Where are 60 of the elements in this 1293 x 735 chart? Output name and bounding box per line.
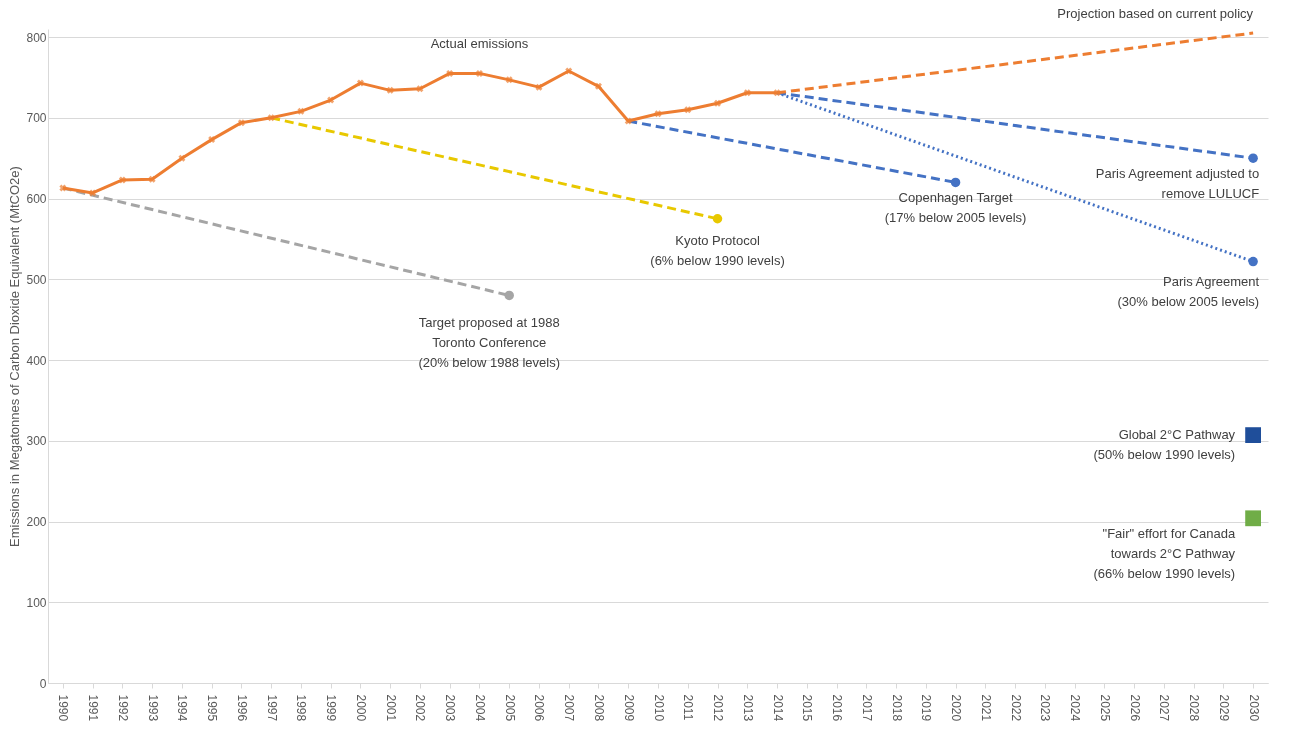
x-tick-label: 2002 [413, 694, 428, 722]
y-axis-title: Emissions in Megatonnes of Carbon Dioxide Equivalent (MtCO2e) [7, 166, 23, 547]
x-tick-label: 1999 [324, 694, 339, 722]
y-tick-label: 600 [26, 192, 47, 207]
x-tick-label: 2001 [383, 694, 398, 722]
x-tick-label: 2027 [1157, 694, 1172, 722]
x-tick-label: 2006 [532, 694, 547, 722]
x-tick-label: 2020 [949, 694, 964, 722]
annotation: Projection based on current policy [1057, 6, 1254, 22]
x-tick-label: 1997 [264, 694, 279, 722]
y-tick-label: 700 [26, 111, 47, 126]
x-tick-label: 1995 [205, 694, 220, 722]
x-tick-label: 2029 [1216, 694, 1231, 722]
x-tick-label: 1998 [294, 694, 309, 722]
y-tick-label: 400 [26, 353, 47, 368]
x-tick-label: 2026 [1127, 694, 1142, 722]
x-tick-label: 2028 [1187, 694, 1202, 722]
x-tick-label: 1992 [115, 694, 130, 722]
x-tick-label: 2016 [830, 694, 845, 722]
y-tick-label: 500 [26, 272, 47, 287]
x-tick-label: 2023 [1038, 694, 1053, 722]
x-tick-label: 2003 [443, 694, 458, 722]
x-tick-label: 2014 [770, 694, 785, 722]
x-tick-label: 2012 [711, 694, 726, 722]
x-tick-label: 2007 [562, 694, 577, 722]
x-tick-label: 1993 [145, 694, 160, 722]
annotation: Kyoto Protocol (6% below 1990 levels) [650, 232, 785, 268]
x-tick-label: 1991 [86, 694, 101, 722]
y-tick-label: 100 [26, 595, 47, 610]
y-tick-label: 800 [26, 30, 47, 45]
x-tick-label: 2025 [1097, 694, 1112, 722]
x-tick-label: 2010 [651, 694, 666, 722]
annotation: "Fair" effort for Canada towards 2°C Pathway (66% below 1990 levels) [1093, 526, 1236, 582]
x-tick-label: 2000 [353, 694, 368, 722]
y-tick-label: 0 [39, 676, 47, 691]
x-tick-label: 1990 [56, 694, 71, 722]
annotation: Paris Agreement (30% below 2005 levels) [1117, 273, 1260, 309]
annotation: Copenhagen Target (17% below 2005 levels) [884, 190, 1027, 226]
annotation: Actual emissions [430, 36, 529, 52]
x-tick-label: 2030 [1246, 694, 1261, 722]
annotation: Target proposed at 1988 Toronto Conference (20% below 1988 levels) [418, 315, 561, 371]
x-tick-label: 2017 [859, 694, 874, 722]
x-tick-label: 2018 [889, 694, 904, 722]
x-tick-label: 1994 [175, 694, 190, 722]
x-tick-label: 2009 [621, 694, 636, 722]
annotation: Paris Agreement adjusted to remove LULUCF [1095, 166, 1260, 202]
x-tick-label: 2011 [681, 694, 696, 721]
x-tick-label: 2021 [978, 694, 993, 722]
y-tick-label: 200 [26, 515, 47, 530]
annotation: Global 2°C Pathway (50% below 1990 levels) [1093, 427, 1236, 463]
x-tick-label: 2024 [1068, 694, 1083, 722]
y-tick-label: 300 [26, 434, 47, 449]
x-tick-label: 2022 [1008, 694, 1023, 722]
x-tick-label: 2019 [919, 694, 934, 722]
x-tick-label: 2008 [591, 694, 606, 722]
x-tick-label: 2013 [740, 694, 755, 722]
x-tick-label: 2004 [472, 694, 487, 722]
x-tick-label: 1996 [234, 694, 249, 722]
x-tick-label: 2005 [502, 694, 517, 722]
x-tick-label: 2015 [800, 694, 815, 722]
